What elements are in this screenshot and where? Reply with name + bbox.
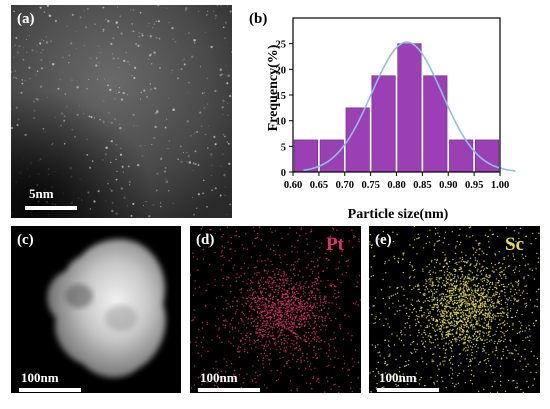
panel-a-haadf-image: (a) 5nm	[11, 5, 232, 218]
panel-e-sc-map: (e) Sc 100nm	[369, 226, 540, 393]
panel-d-label: (d)	[196, 232, 215, 248]
histogram-bar	[371, 75, 396, 173]
x-tick-label: 1.00	[491, 180, 509, 191]
panel-c-scale-bar	[19, 388, 81, 392]
y-tick-label: 25	[276, 40, 287, 51]
x-tick-label: 0.95	[465, 180, 483, 191]
panel-a-label: (a)	[17, 11, 35, 27]
panel-c-scale-text: 100nm	[21, 370, 59, 385]
sc-signal-dots	[369, 226, 540, 393]
panel-b-label: (b)	[249, 11, 267, 27]
y-tick-label: 20	[276, 65, 287, 76]
y-tick-label: 5	[281, 142, 286, 153]
panel-e-scale-bar	[377, 388, 439, 392]
pt-signal-dots	[190, 226, 361, 393]
y-axis-label: Frequency(%)	[266, 44, 281, 131]
histogram-bar	[319, 139, 344, 173]
panel-e-label: (e)	[375, 232, 392, 248]
x-axis-label: Particle size(nm)	[348, 207, 449, 222]
panel-a-scale-text: 5nm	[29, 186, 54, 201]
gaussian-fit-curve	[303, 41, 516, 172]
x-tick-label: 0.90	[439, 180, 457, 191]
panel-c-particle-image: (c) 100nm	[11, 226, 181, 393]
y-tick-label: 0	[281, 168, 286, 179]
y-tick-label: 10	[276, 117, 287, 128]
y-tick-label: 15	[276, 91, 287, 102]
x-tick-label: 0.60	[284, 180, 302, 191]
histogram-bar	[345, 107, 370, 173]
panel-c-label: (c)	[17, 232, 34, 248]
histogram-bar	[397, 43, 422, 173]
histogram-bar	[423, 75, 448, 173]
panel-d-pt-map: (d) Pt 100nm	[190, 226, 361, 393]
x-tick-label: 0.65	[310, 180, 328, 191]
x-tick-label: 0.75	[361, 180, 379, 191]
x-tick-label: 0.80	[387, 180, 405, 191]
x-tick-label: 0.85	[413, 180, 431, 191]
panel-d-scale-text: 100nm	[200, 370, 238, 385]
panel-c-particle	[47, 239, 166, 378]
panel-a-texture	[11, 5, 232, 218]
panel-d-element-label: Pt	[326, 234, 344, 255]
panel-b-histogram: (b) 0.60 0.65 0.70 0.75 0.80 0.85 0.90 0.95 1.00…	[249, 11, 516, 222]
panel-e-scale-text: 100nm	[379, 370, 417, 385]
panel-d-scale-bar	[198, 388, 260, 392]
chart-body: 0.60 0.65 0.70 0.75 0.80 0.85 0.90 0.95 1.00 0 5 10…	[276, 17, 516, 191]
panel-e-element-label: Sc	[505, 234, 524, 255]
x-tick-label: 0.70	[336, 180, 354, 191]
panel-a-scale-bar	[25, 206, 77, 210]
